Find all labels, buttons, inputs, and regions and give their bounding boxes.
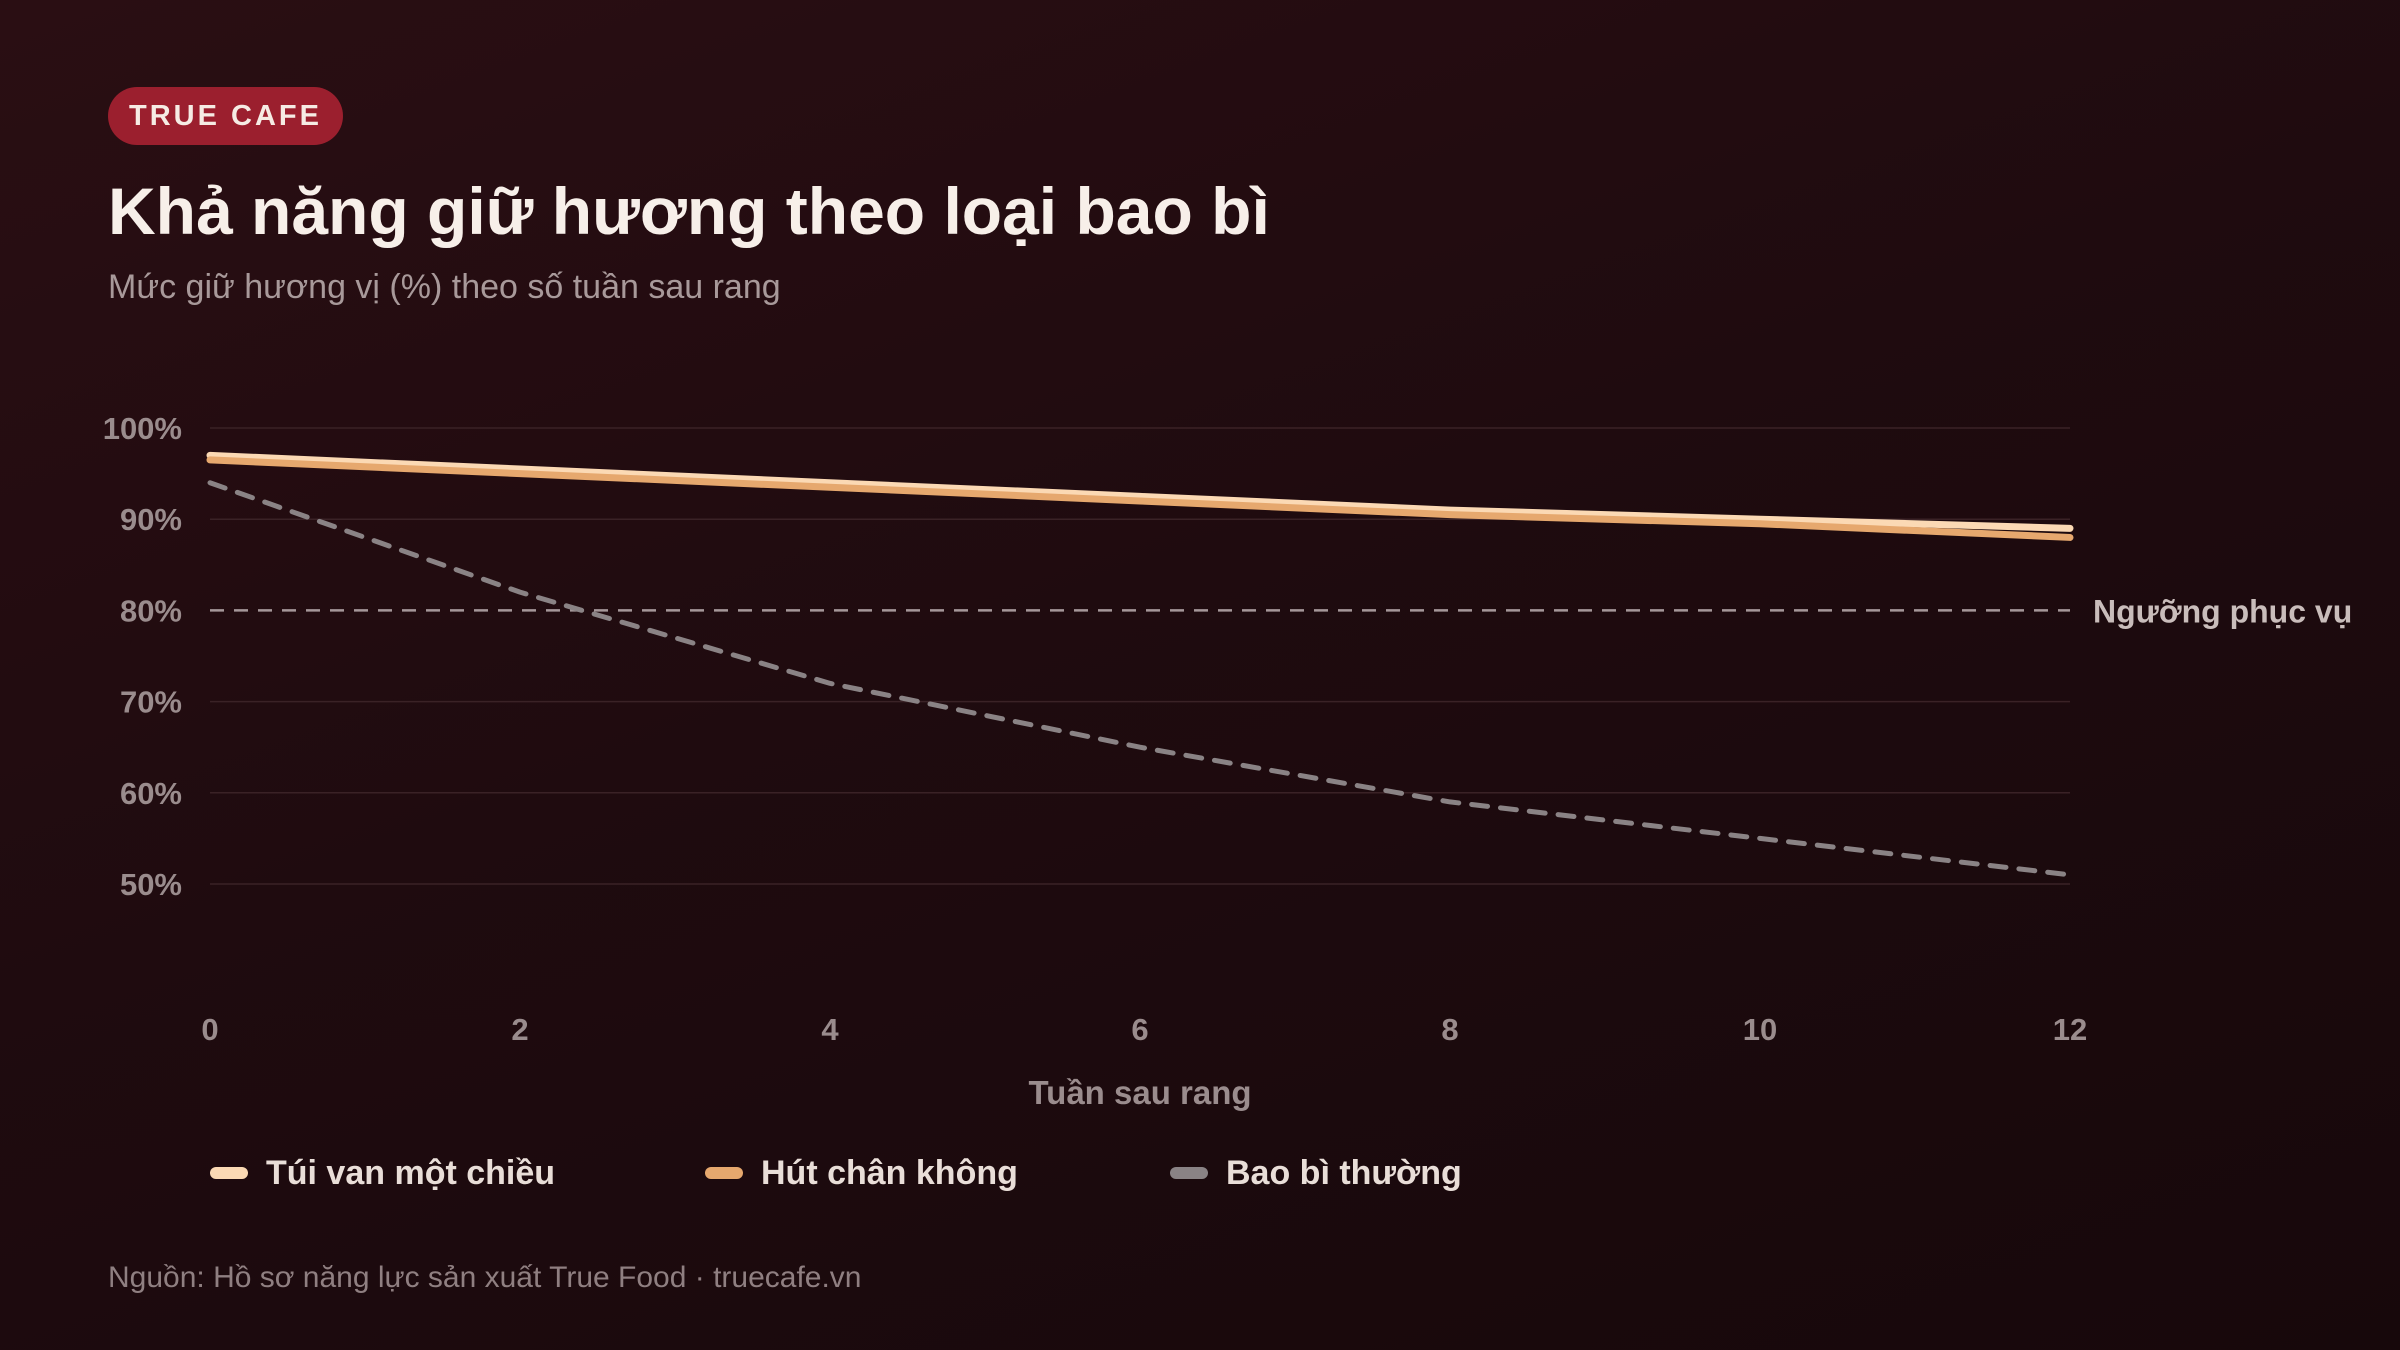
legend-item: Túi van một chiều bbox=[210, 1151, 555, 1195]
legend-swatch bbox=[1170, 1167, 1208, 1179]
legend-item: Bao bì thường bbox=[1170, 1151, 1462, 1195]
series-line-1 bbox=[206, 456, 2074, 541]
reference-line-label: Ngưỡng phục vụ bbox=[2093, 593, 2352, 629]
x-tick-label: 6 bbox=[1131, 1012, 1148, 1047]
chart-subtitle: Mức giữ hương vị (%) theo số tuần sau ra… bbox=[108, 268, 781, 306]
y-axis-ticks: 100% 90% 80% 70% 60% 50% bbox=[103, 411, 182, 902]
series-lines bbox=[206, 451, 2074, 878]
y-tick-label: 70% bbox=[120, 685, 182, 720]
y-tick-label: 50% bbox=[120, 867, 182, 902]
y-tick-label: 80% bbox=[120, 593, 182, 628]
legend-swatch bbox=[705, 1167, 743, 1179]
x-tick-label: 10 bbox=[1743, 1012, 1777, 1047]
legend-item: Hút chân không bbox=[705, 1151, 1018, 1195]
x-tick-label: 12 bbox=[2053, 1012, 2087, 1047]
x-tick-label: 8 bbox=[1441, 1012, 1458, 1047]
chart-title: Khả năng giữ hương theo loại bao bì bbox=[108, 174, 1270, 248]
y-tick-label: 100% bbox=[103, 411, 182, 446]
x-axis-label: Tuần sau rang bbox=[1028, 1074, 1251, 1111]
legend-label: Bao bì thường bbox=[1226, 1153, 1462, 1192]
x-tick-label: 4 bbox=[821, 1012, 839, 1047]
x-axis-ticks: 0 2 4 6 8 10 12 bbox=[201, 1012, 2087, 1047]
legend-label: Hút chân không bbox=[761, 1153, 1018, 1192]
legend-swatch bbox=[210, 1167, 248, 1179]
series-line-2 bbox=[207, 480, 2073, 878]
y-tick-label: 60% bbox=[120, 776, 182, 811]
y-tick-label: 90% bbox=[120, 502, 182, 537]
source-note: Nguồn: Hồ sơ năng lực sản xuất True Food… bbox=[108, 1261, 862, 1294]
legend-label: Túi van một chiều bbox=[266, 1153, 556, 1192]
x-tick-label: 2 bbox=[511, 1012, 528, 1047]
brand-badge: TRUE CAFE bbox=[108, 87, 343, 145]
x-tick-label: 0 bbox=[201, 1012, 218, 1047]
reference-line-group: Ngưỡng phục vụ bbox=[210, 593, 2352, 629]
series-line-0 bbox=[206, 451, 2074, 532]
